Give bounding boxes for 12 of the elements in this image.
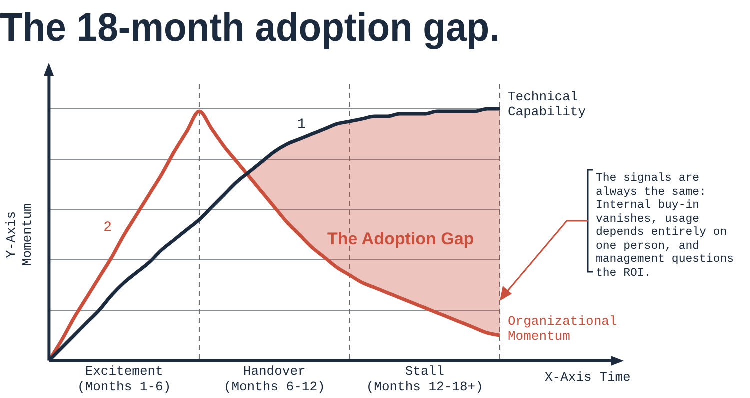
text: The signals are always the same: Internal buy-in vanishes, usage depends entirely on one person, and management questions the ROI. bbox=[596, 172, 736, 280]
annotation: The Adoption Gap bbox=[327, 230, 474, 249]
annotation: 2 bbox=[104, 220, 112, 236]
annotation: 1 bbox=[297, 116, 306, 133]
x-tick-label: Handover (Months 6-12) bbox=[224, 364, 326, 395]
y-axis-title: Y-Axis Momentum bbox=[4, 204, 35, 266]
x-tick-label: Excitement (Months 1-6) bbox=[78, 364, 172, 395]
series-label: Technical Capability bbox=[508, 89, 586, 120]
chart-title: The 18-month adoption gap. bbox=[0, 6, 500, 50]
x-tick-label: Stall (Months 12-18+) bbox=[366, 364, 484, 395]
x-axis-title: X-Axis Time bbox=[545, 370, 631, 386]
series-label: Organizational Momentum bbox=[508, 314, 618, 344]
